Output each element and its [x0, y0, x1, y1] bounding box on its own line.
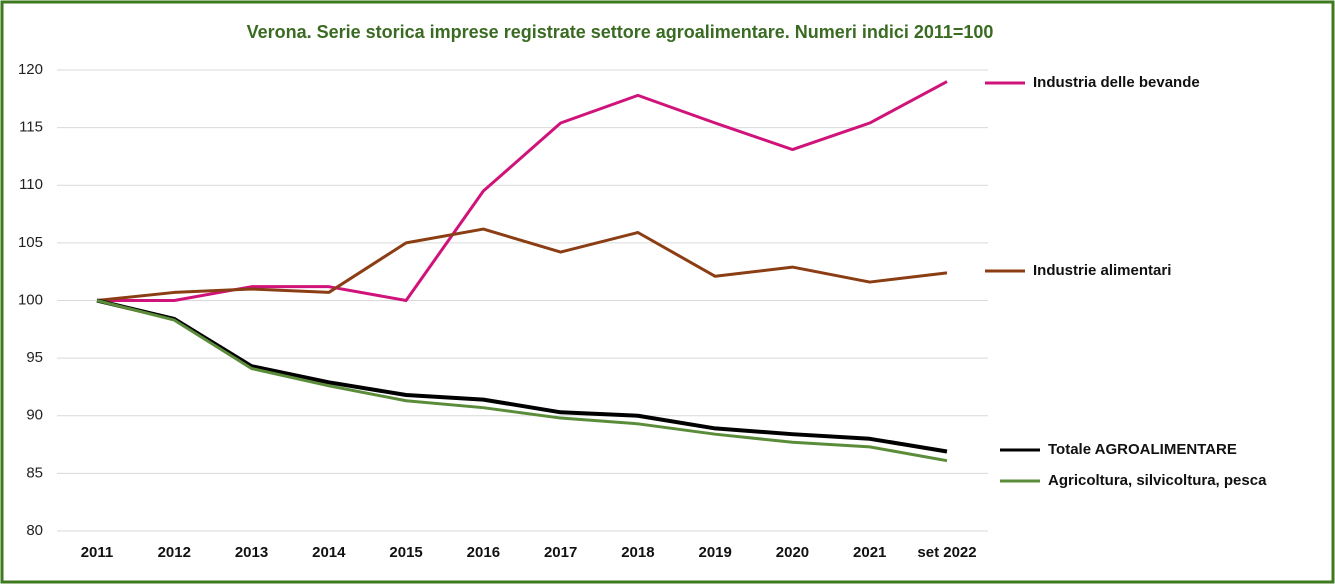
x-tick-label: 2017 — [544, 544, 577, 561]
chart-title: Verona. Serie storica imprese registrate… — [247, 22, 994, 42]
y-tick-label: 90 — [26, 407, 43, 424]
y-tick-label: 95 — [26, 349, 43, 366]
y-tick-label: 100 — [18, 291, 43, 308]
y-tick-label: 110 — [19, 176, 43, 193]
x-tick-label: 2015 — [389, 544, 422, 561]
y-tick-label: 105 — [18, 234, 43, 251]
x-tick-label: 2019 — [698, 544, 731, 561]
series-line — [96, 227, 948, 302]
y-tick-label: 115 — [19, 119, 43, 136]
y-tick-label: 80 — [26, 522, 43, 539]
series-line — [96, 298, 948, 454]
series-line — [96, 299, 948, 463]
x-tick-label: 2011 — [81, 544, 114, 561]
legend-label: Agricoltura, silvicoltura, pesca — [1048, 472, 1267, 489]
x-tick-label: 2018 — [621, 544, 654, 561]
legend-label: Industrie alimentari — [1033, 262, 1171, 279]
x-tick-label: 2013 — [235, 544, 268, 561]
x-tick-label: 2016 — [467, 544, 500, 561]
x-tick-label: 2012 — [158, 544, 191, 561]
x-tick-label: 2014 — [312, 544, 346, 561]
legend-label: Industria delle bevande — [1033, 74, 1200, 91]
x-tick-label: set 2022 — [917, 544, 976, 561]
legend-label: Totale AGROALIMENTARE — [1048, 441, 1237, 458]
y-tick-label: 85 — [26, 464, 43, 481]
x-tick-label: 2021 — [853, 544, 886, 561]
x-tick-label: 2020 — [776, 544, 809, 561]
y-tick-label: 120 — [18, 61, 43, 78]
